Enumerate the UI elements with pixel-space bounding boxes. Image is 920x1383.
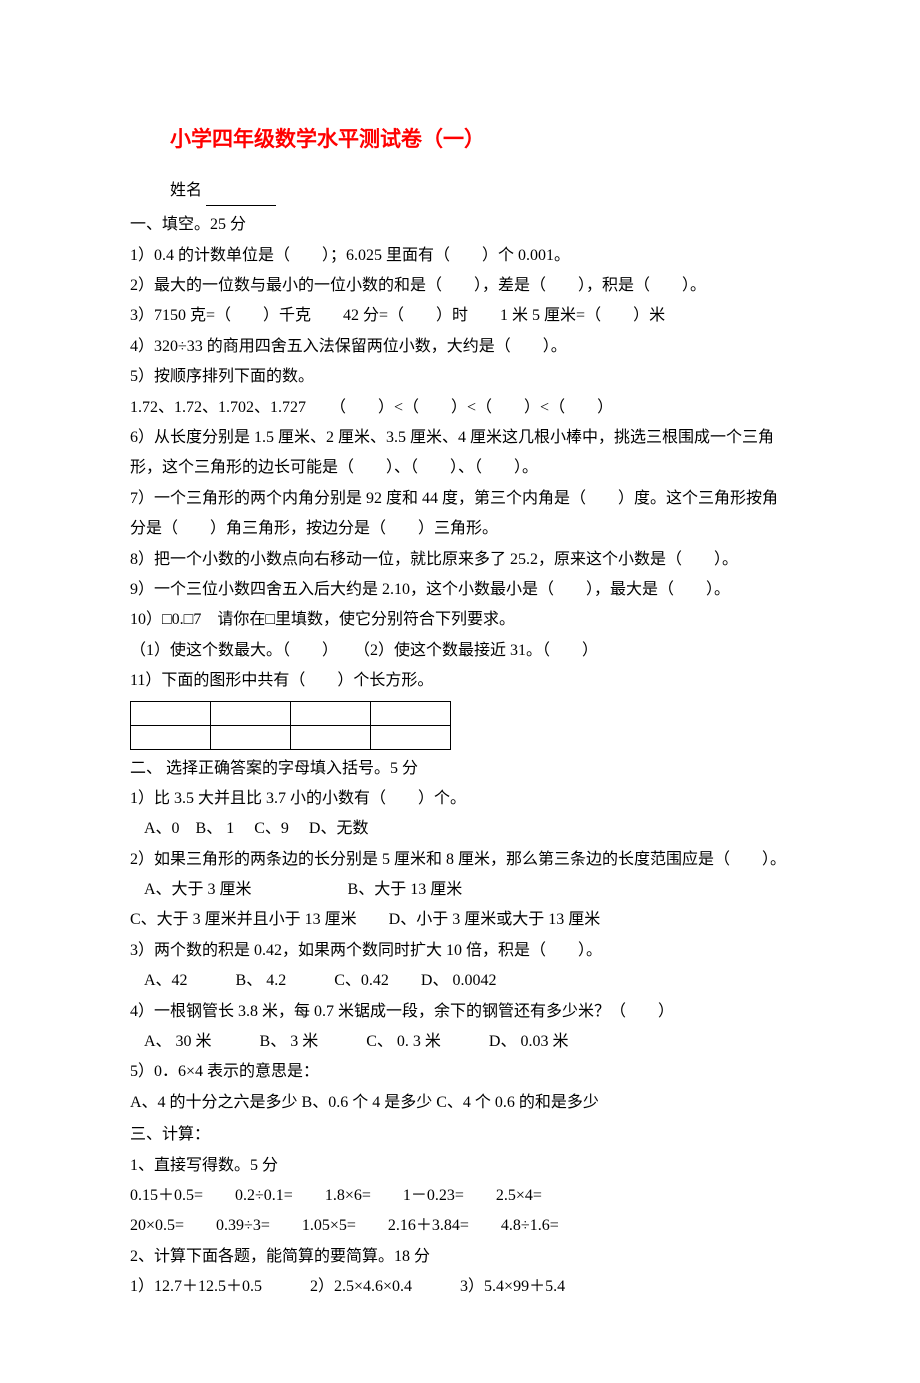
s2-q2: 2）如果三角形的两条边的长分别是 5 厘米和 8 厘米，那么第三条边的长度范围应…	[130, 845, 790, 875]
s1-q5: 5）按顺序排列下面的数。	[130, 362, 790, 392]
section2-heading: 二、 选择正确答案的字母填入括号。5 分	[130, 754, 790, 784]
s1-q11: 11）下面的图形中共有（ ）个长方形。	[130, 666, 790, 696]
s2-q1-opts: A、0 B、 1 C、9 D、无数	[130, 814, 790, 844]
name-blank[interactable]	[206, 205, 276, 206]
name-label: 姓名	[170, 182, 202, 199]
s3-sub1: 1、直接写得数。5 分	[130, 1151, 790, 1181]
s2-q2-opts1: A、大于 3 厘米 B、大于 13 厘米	[130, 875, 790, 905]
grid-row	[131, 701, 451, 725]
s1-q9: 9）一个三位小数四舍五入后大约是 2.10，这个小数最小是（ ），最大是（ ）。	[130, 575, 790, 605]
s3-sub1-line2: 20×0.5= 0.39÷3= 1.05×5= 2.16＋3.84= 4.8÷1…	[130, 1211, 790, 1241]
s3-sub1-line1: 0.15＋0.5= 0.2÷0.1= 1.8×6= 1－0.23= 2.5×4=	[130, 1181, 790, 1211]
s2-q4: 4）一根钢管长 3.8 米，每 0.7 米锯成一段，余下的钢管还有多少米？（ ）	[130, 997, 790, 1027]
s1-q10-sub: （1）使这个数最大。（ ） （2）使这个数最接近 31。（ ）	[130, 636, 790, 666]
s2-q1: 1）比 3.5 大并且比 3.7 小的小数有（ ）个。	[130, 784, 790, 814]
s1-q4: 4）320÷33 的商用四舍五入法保留两位小数，大约是（ ）。	[130, 332, 790, 362]
s1-q2: 2）最大的一位数与最小的一位小数的和是（ ），差是（ ），积是（ ）。	[130, 271, 790, 301]
s1-q7: 7）一个三角形的两个内角分别是 92 度和 44 度，第三个内角是（ ）度。这个…	[130, 484, 790, 545]
s1-q1: 1）0.4 的计数单位是（ ）；6.025 里面有（ ）个 0.001。	[130, 241, 790, 271]
s2-q4-opts: A、 30 米 B、 3 米 C、 0. 3 米 D、 0.03 米	[130, 1027, 790, 1057]
grid-row	[131, 725, 451, 749]
s3-sub2: 2、计算下面各题，能简算的要简算。18 分	[130, 1242, 790, 1272]
s2-q3-opts: A、42 B、 4.2 C、0.42 D、 0.0042	[130, 966, 790, 996]
s2-q3: 3）两个数的积是 0.42，如果两个数同时扩大 10 倍，积是（ ）。	[130, 936, 790, 966]
s2-q2-opts2: C、大于 3 厘米并且小于 13 厘米 D、小于 3 厘米或大于 13 厘米	[130, 905, 790, 935]
s1-q5-line2: 1.72、1.72、1.702、1.727 （ ）<（ ）<（ ）<（ ）	[130, 393, 790, 423]
test-title: 小学四年级数学水平测试卷（一）	[170, 120, 790, 160]
name-row: 姓名	[170, 176, 790, 206]
s1-q8: 8）把一个小数的小数点向右移动一位，就比原来多了 25.2，原来这个小数是（ ）…	[130, 545, 790, 575]
s1-q3: 3）7150 克=（ ）千克 42 分=（ ）时 1 米 5 厘米=（ ）米	[130, 301, 790, 331]
s2-q5-opts: A、4 的十分之六是多少 B、0.6 个 4 是多少 C、4 个 0.6 的和是…	[130, 1088, 790, 1118]
rectangle-grid	[130, 701, 451, 750]
s1-q6: 6）从长度分别是 1.5 厘米、2 厘米、3.5 厘米、4 厘米这几根小棒中，挑…	[130, 423, 790, 484]
section1-heading: 一、填空。25 分	[130, 210, 790, 240]
s3-sub2-line1: 1）12.7＋12.5＋0.5 2）2.5×4.6×0.4 3）5.4×99＋5…	[130, 1272, 790, 1302]
s1-q10: 10）□0.□7 请你在□里填数，使它分别符合下列要求。	[130, 605, 790, 635]
s2-q5: 5）0．6×4 表示的意思是：	[130, 1057, 790, 1087]
section3-heading: 三、计算：	[130, 1120, 790, 1150]
